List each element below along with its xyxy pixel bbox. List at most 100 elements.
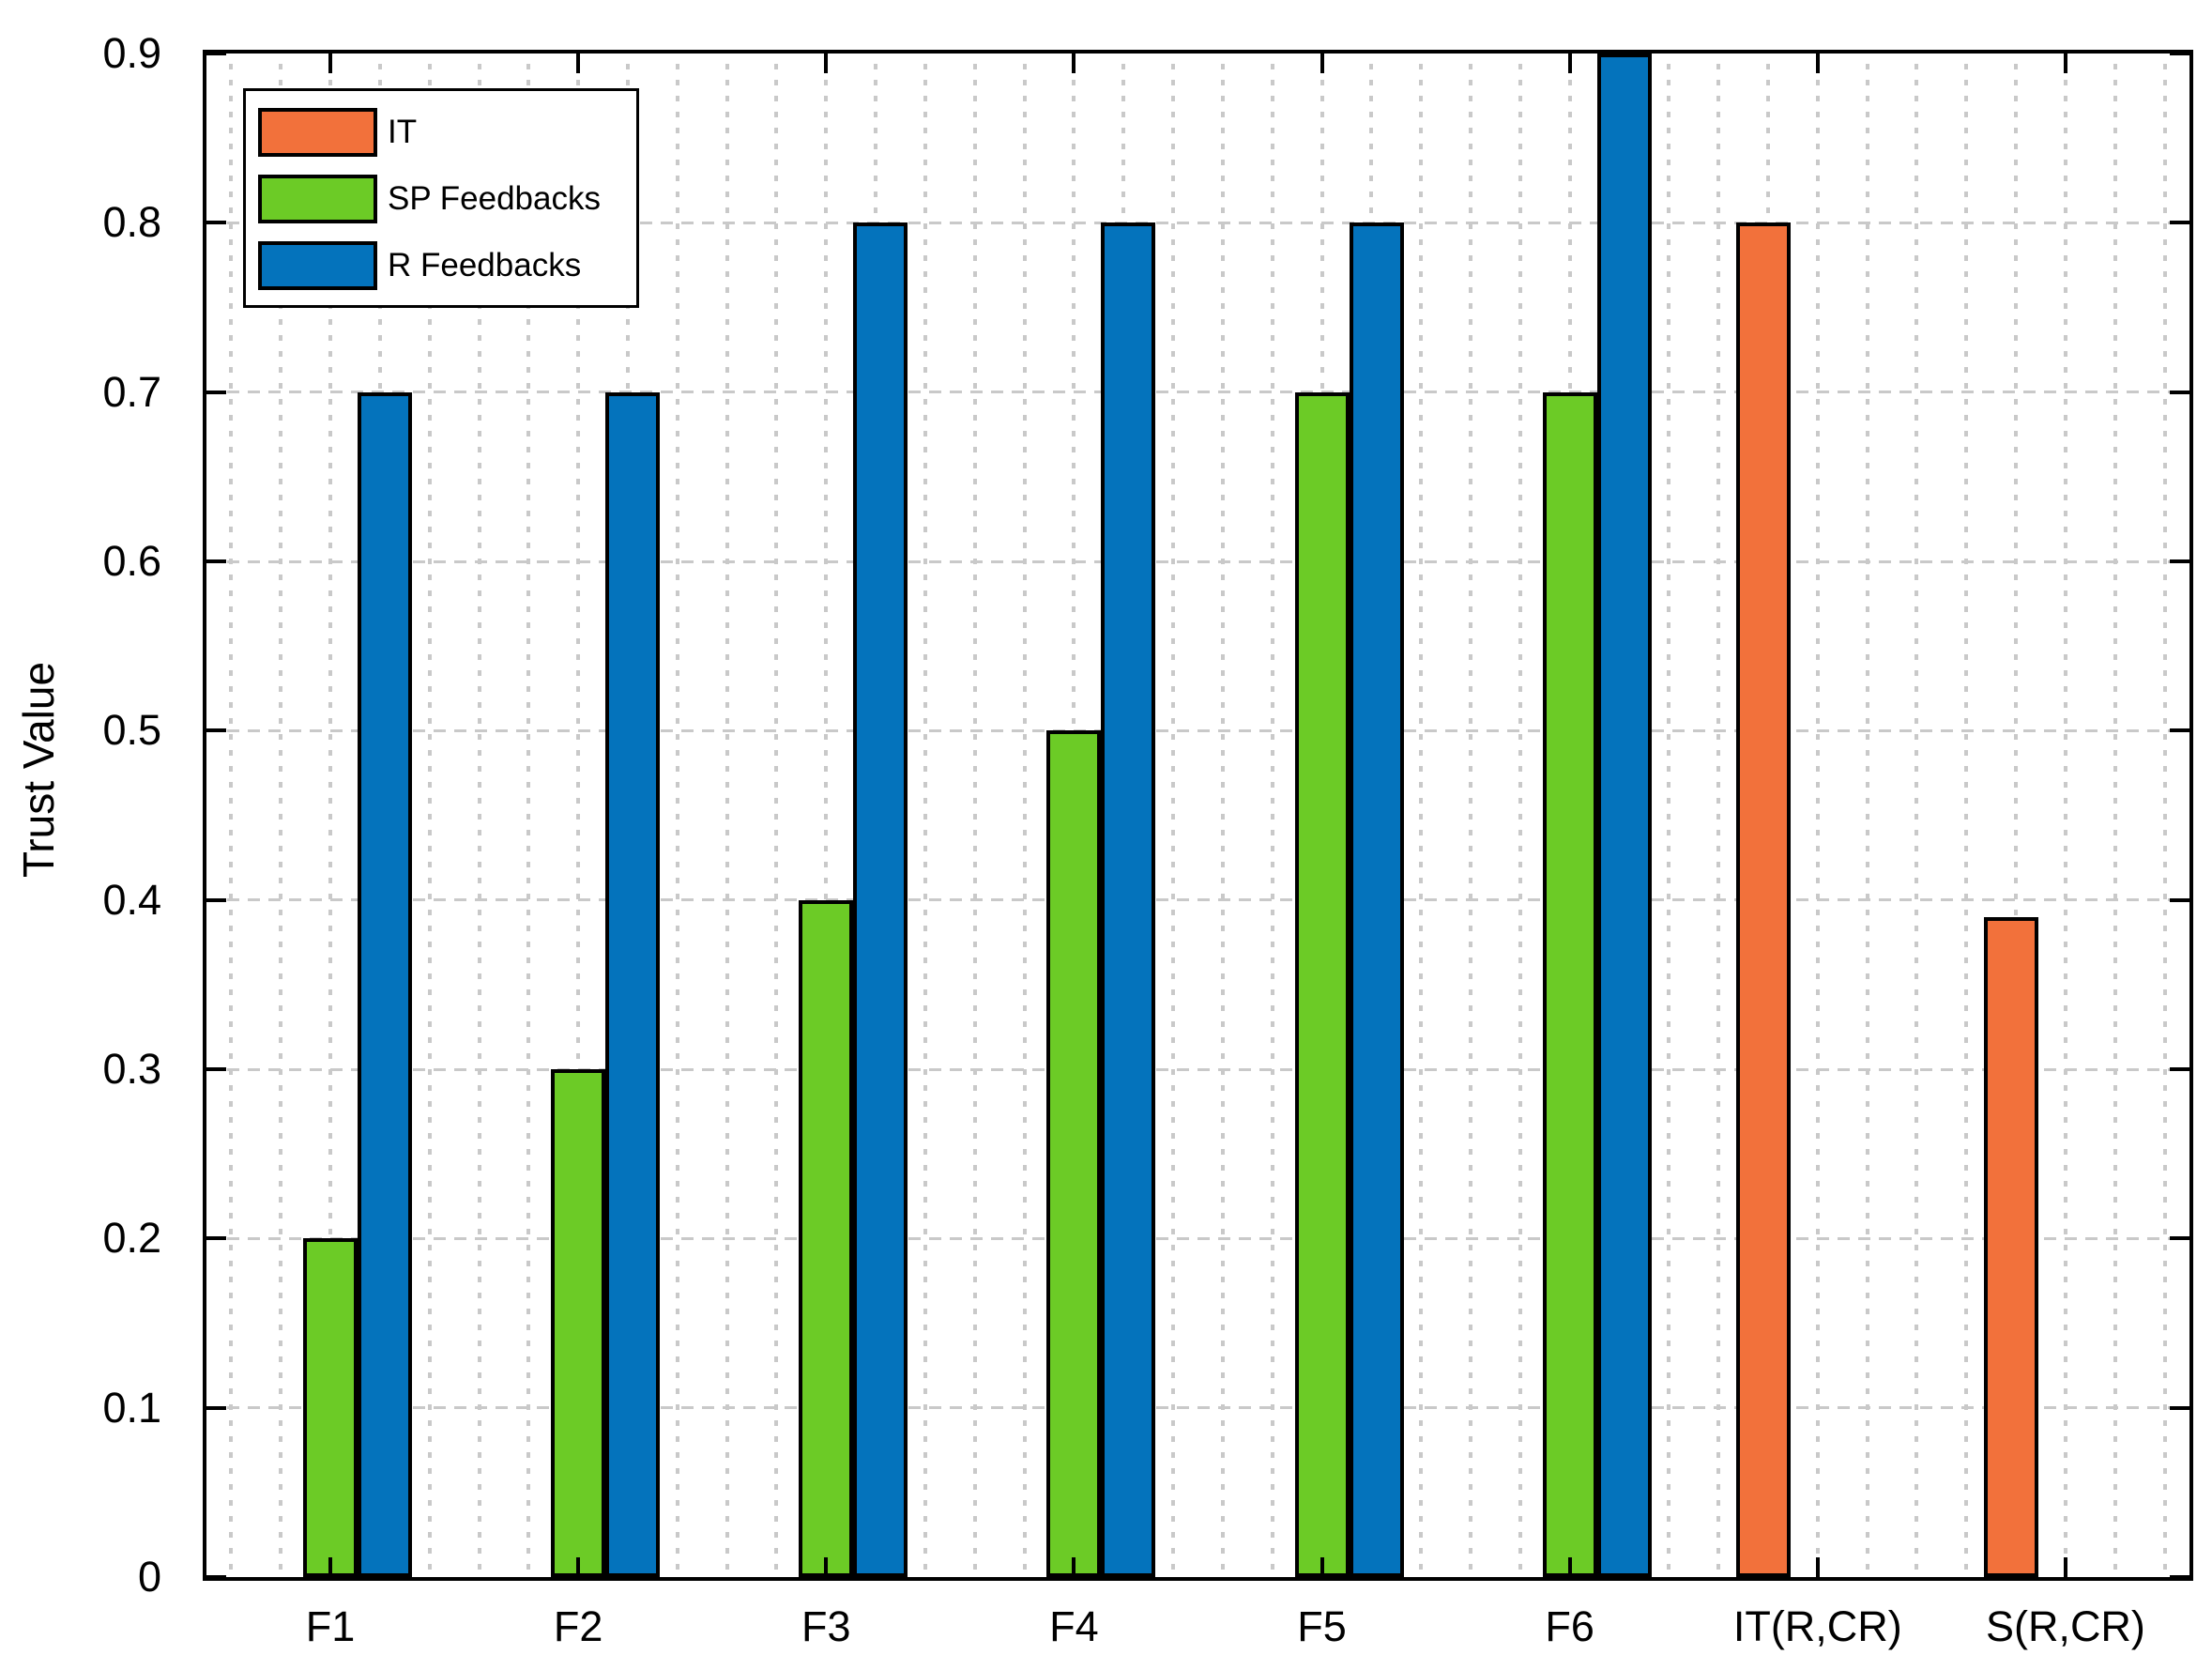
gridline-horizontal [206,1067,2189,1071]
legend: IT SP Feedbacks R Feedbacks [243,88,639,308]
gridline-horizontal [206,1236,2189,1240]
bar-r-feedbacks-f4 [1101,222,1156,1577]
y-axis-title: Trust Value [14,661,63,879]
gridline-vertical [824,54,829,1577]
y-axis-tick-right [2170,221,2189,225]
x-axis-tick-bottom [1815,1557,1820,1577]
bar-sp-feedbacks-f3 [799,899,854,1577]
gridline-horizontal [206,898,2189,902]
x-axis-tick-top [576,54,581,73]
gridline-vertical [923,54,927,1577]
gridline-vertical [2162,54,2167,1577]
bar-it-s-r-cr [1983,916,2038,1577]
gridline-vertical [972,54,977,1577]
x-tick-label: F5 [1297,1602,1347,1650]
y-axis-tick-left [206,1405,226,1410]
y-axis-tick-left [206,54,226,55]
y-tick-label: 0.3 [102,1045,161,1093]
bar-it-it-r-cr [1735,222,1791,1577]
plot-area [203,50,2193,1581]
x-axis-tick-bottom [2063,1557,2067,1577]
y-axis-tick-left [206,559,226,563]
gridline-vertical [1667,54,1671,1577]
y-tick-label: 0.4 [102,875,161,924]
y-tick-label: 0.6 [102,537,161,585]
gridline-vertical [1270,54,1274,1577]
gridline-vertical [2014,54,2019,1577]
x-tick-label: F2 [553,1602,603,1650]
y-tick-label: 0.7 [102,367,161,416]
bar-sp-feedbacks-f2 [551,1069,606,1577]
legend-row-r-feedbacks: R Feedbacks [258,241,636,290]
x-tick-label: F1 [305,1602,356,1650]
y-axis-tick-right [2170,54,2189,55]
y-axis-tick-right [2170,559,2189,563]
y-axis-tick-left [206,1236,226,1241]
gridline-vertical [1915,54,1919,1577]
x-axis-tick-bottom [328,1557,333,1577]
x-axis-tick-bottom [824,1557,829,1577]
gridline-vertical [675,54,679,1577]
bar-sp-feedbacks-f1 [303,1238,358,1577]
gridline-vertical [725,54,729,1577]
gridline-vertical [427,54,432,1577]
y-tick-label: 0 [137,1553,161,1601]
legend-row-it: IT [258,108,636,157]
y-axis-tick-left [206,390,226,394]
bar-r-feedbacks-f3 [853,222,908,1577]
y-axis-tick-right [2170,1236,2189,1241]
x-axis-tick-top [328,54,333,73]
y-axis-tick-right [2170,1067,2189,1071]
bar-sp-feedbacks-f6 [1542,391,1597,1577]
x-axis-tick-bottom [576,1557,581,1577]
y-tick-label: 0.5 [102,706,161,755]
y-axis-tick-left [206,897,226,902]
bar-r-feedbacks-f1 [358,391,413,1577]
gridline-vertical [2113,54,2117,1577]
gridline-vertical [526,54,531,1577]
gridline-vertical [1518,54,1522,1577]
gridline-vertical [1469,54,1473,1577]
gridline-vertical [477,54,481,1577]
x-axis-tick-top [2063,54,2067,73]
y-tick-label: 0.8 [102,198,161,247]
x-axis-tick-top [1567,54,1572,73]
x-tick-label: F4 [1049,1602,1099,1650]
y-axis-tick-left [206,1575,226,1577]
x-axis-tick-top [1815,54,1820,73]
x-axis-tick-top [1320,54,1324,73]
y-axis-tick-right [2170,728,2189,733]
bar-sp-feedbacks-f4 [1046,730,1102,1577]
gridline-vertical [328,54,333,1577]
gridline-vertical [279,54,283,1577]
legend-swatch-r-feedbacks [258,241,377,290]
x-axis-tick-bottom [1072,1557,1076,1577]
y-tick-label: 0.9 [102,29,161,77]
bar-sp-feedbacks-f5 [1294,391,1350,1577]
x-tick-label: S(R,CR) [1985,1602,2145,1650]
legend-swatch-sp-feedbacks [258,175,377,223]
gridline-horizontal [206,391,2189,394]
gridline-vertical [576,54,581,1577]
gridline-horizontal [206,1406,2189,1410]
legend-label-r-feedbacks: R Feedbacks [388,247,582,283]
gridline-vertical [1171,54,1176,1577]
gridline-vertical [1220,54,1225,1577]
gridline-vertical [2063,54,2067,1577]
x-tick-label: F6 [1545,1602,1594,1650]
legend-row-sp-feedbacks: SP Feedbacks [258,175,636,223]
gridline-vertical [1964,54,1969,1577]
y-axis-tick-right [2170,1575,2189,1577]
bar-r-feedbacks-f6 [1596,54,1652,1577]
x-axis-tick-bottom [1567,1557,1572,1577]
y-tick-label: 0.1 [102,1383,161,1432]
y-axis-tick-left [206,221,226,225]
y-tick-label: 0.2 [102,1214,161,1263]
gridline-vertical [1865,54,1869,1577]
x-axis-tick-bottom [1320,1557,1324,1577]
y-axis-tick-left [206,1067,226,1071]
x-axis-tick-top [1072,54,1076,73]
gridline-vertical [1419,54,1424,1577]
gridline-horizontal [206,559,2189,563]
